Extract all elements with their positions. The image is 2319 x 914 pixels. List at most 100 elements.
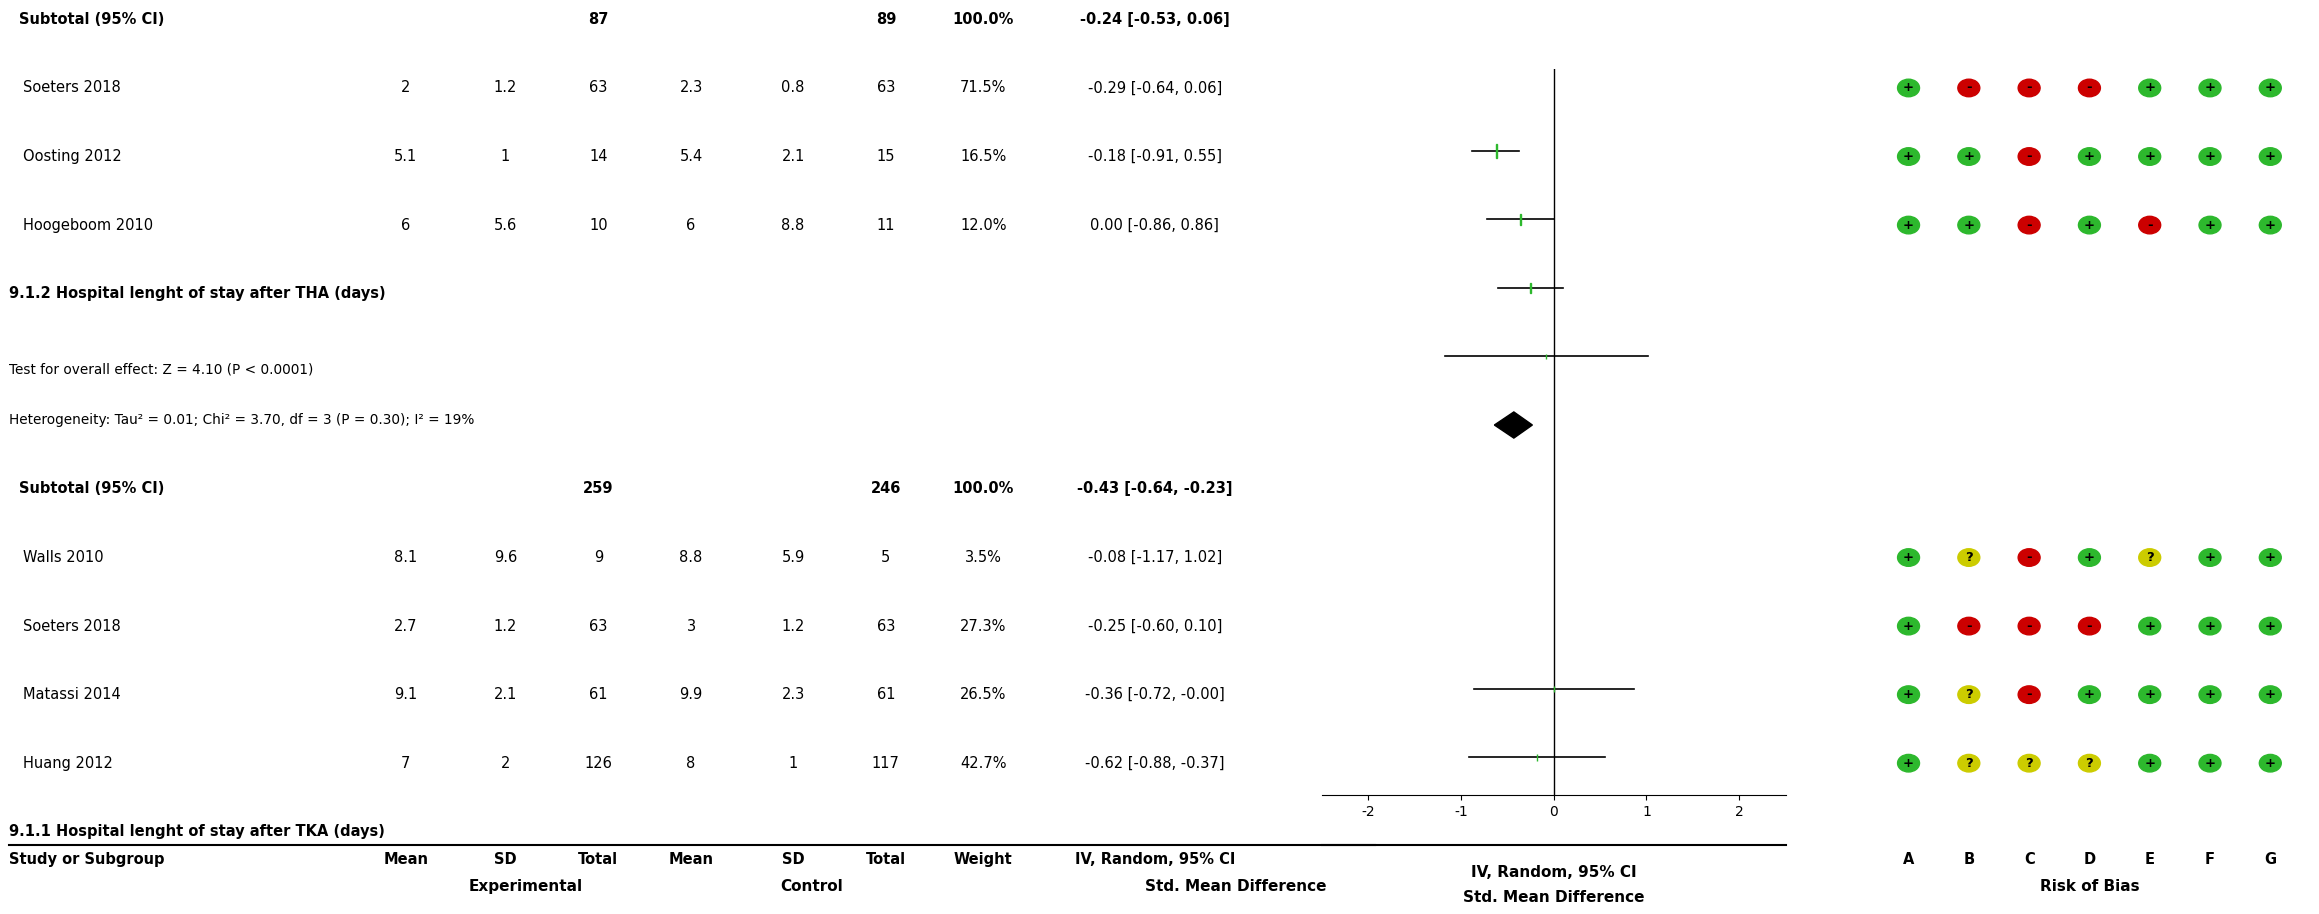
Text: +: + [1904, 757, 1913, 770]
Text: ?: ? [2145, 551, 2154, 564]
Text: Matassi 2014: Matassi 2014 [23, 687, 121, 702]
Text: 71.5%: 71.5% [960, 80, 1006, 95]
Text: -: - [2147, 218, 2152, 231]
Text: 2: 2 [501, 756, 510, 771]
Text: 61: 61 [877, 687, 895, 702]
Text: A: A [1904, 852, 1913, 866]
Ellipse shape [2138, 548, 2161, 567]
Text: 12.0%: 12.0% [960, 218, 1006, 232]
Text: SD: SD [494, 852, 517, 866]
Text: -: - [1967, 620, 1971, 632]
Text: 15: 15 [877, 149, 895, 164]
Ellipse shape [1957, 754, 1980, 772]
Text: ?: ? [1964, 551, 1973, 564]
Text: Test for overall effect: Z = 4.10 (P < 0.0001): Test for overall effect: Z = 4.10 (P < 0… [9, 362, 313, 376]
Text: +: + [2205, 81, 2215, 94]
Text: 5.4: 5.4 [679, 149, 703, 164]
Text: 1.2: 1.2 [494, 80, 517, 95]
Ellipse shape [1957, 548, 1980, 567]
Ellipse shape [2078, 80, 2101, 97]
Text: Control: Control [779, 879, 844, 894]
Text: Risk of Bias: Risk of Bias [2041, 879, 2138, 894]
Text: +: + [2145, 150, 2154, 163]
Text: +: + [2205, 218, 2215, 231]
Text: ?: ? [1964, 757, 1973, 770]
Text: +: + [2266, 218, 2275, 231]
Ellipse shape [2078, 617, 2101, 635]
Text: 9.9: 9.9 [679, 687, 703, 702]
Text: Oosting 2012: Oosting 2012 [23, 149, 123, 164]
Text: 11: 11 [877, 218, 895, 232]
Text: ?: ? [2085, 757, 2094, 770]
Text: 9.6: 9.6 [494, 550, 517, 565]
Text: 1: 1 [501, 149, 510, 164]
Text: 246: 246 [870, 482, 902, 496]
Text: 3.5%: 3.5% [965, 550, 1002, 565]
Text: -: - [2027, 551, 2031, 564]
Text: 1: 1 [788, 756, 798, 771]
Text: +: + [2145, 688, 2154, 701]
Text: 1.2: 1.2 [782, 619, 805, 633]
Text: Std. Mean Difference: Std. Mean Difference [1146, 879, 1326, 894]
Text: -0.29 [-0.64, 0.06]: -0.29 [-0.64, 0.06] [1088, 80, 1222, 95]
Text: Subtotal (95% CI): Subtotal (95% CI) [19, 482, 165, 496]
Text: Walls 2010: Walls 2010 [23, 550, 104, 565]
Text: 5.6: 5.6 [494, 218, 517, 232]
Text: 259: 259 [582, 482, 615, 496]
Ellipse shape [2198, 548, 2222, 567]
Text: -0.08 [-1.17, 1.02]: -0.08 [-1.17, 1.02] [1088, 550, 1222, 565]
Text: 7: 7 [401, 756, 410, 771]
Ellipse shape [2259, 686, 2282, 704]
Text: 10: 10 [589, 218, 608, 232]
Ellipse shape [2018, 80, 2041, 97]
Text: 2.3: 2.3 [679, 80, 703, 95]
Ellipse shape [1897, 617, 1920, 635]
Text: Weight: Weight [953, 852, 1013, 866]
Text: -0.24 [-0.53, 0.06]: -0.24 [-0.53, 0.06] [1081, 12, 1229, 27]
Text: D: D [2082, 852, 2096, 866]
Text: 6: 6 [401, 218, 410, 232]
Ellipse shape [2018, 548, 2041, 567]
Text: 61: 61 [589, 687, 608, 702]
Ellipse shape [2018, 754, 2041, 772]
Ellipse shape [2078, 148, 2101, 165]
Text: Huang 2012: Huang 2012 [23, 756, 114, 771]
Text: C: C [2024, 852, 2034, 866]
Ellipse shape [2018, 686, 2041, 704]
Text: +: + [2205, 688, 2215, 701]
Text: B: B [1964, 852, 1973, 866]
Text: 9: 9 [594, 550, 603, 565]
Text: +: + [1904, 688, 1913, 701]
Text: 9.1.2 Hospital lenght of stay after THA (days): 9.1.2 Hospital lenght of stay after THA … [9, 286, 385, 301]
Ellipse shape [2259, 148, 2282, 165]
Ellipse shape [1957, 617, 1980, 635]
Text: +: + [1964, 150, 1973, 163]
Text: ?: ? [2024, 757, 2034, 770]
Text: G: G [2263, 852, 2277, 866]
Ellipse shape [2018, 617, 2041, 635]
Text: 63: 63 [589, 80, 608, 95]
Text: 63: 63 [589, 619, 608, 633]
Text: 16.5%: 16.5% [960, 149, 1006, 164]
Text: SD: SD [782, 852, 805, 866]
Ellipse shape [2259, 754, 2282, 772]
Text: 63: 63 [877, 80, 895, 95]
Text: -: - [2027, 81, 2031, 94]
Ellipse shape [1957, 148, 1980, 165]
Text: +: + [1904, 551, 1913, 564]
Ellipse shape [2198, 686, 2222, 704]
Text: 100.0%: 100.0% [953, 482, 1013, 496]
Text: +: + [1904, 81, 1913, 94]
Text: Subtotal (95% CI): Subtotal (95% CI) [19, 12, 165, 27]
Text: -: - [2087, 81, 2092, 94]
Ellipse shape [2138, 148, 2161, 165]
Text: 2.1: 2.1 [494, 687, 517, 702]
Text: 8.1: 8.1 [394, 550, 417, 565]
Text: +: + [2266, 81, 2275, 94]
Ellipse shape [2259, 617, 2282, 635]
Ellipse shape [2138, 217, 2161, 234]
Text: +: + [2145, 620, 2154, 632]
Text: Favours usual care: Favours usual care [1616, 78, 1746, 91]
Ellipse shape [1897, 80, 1920, 97]
Text: E: E [2145, 852, 2154, 866]
